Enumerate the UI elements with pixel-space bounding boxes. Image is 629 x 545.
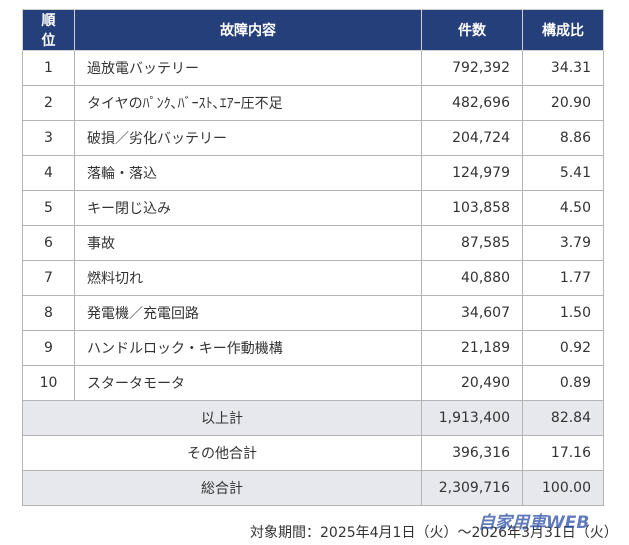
table-row: 1 過放電バッテリー 792,392 34.31: [22, 50, 604, 86]
total-row: 以上計 1,913,400 82.84: [22, 400, 604, 436]
content-cell: 発電機／充電回路: [74, 295, 422, 331]
ratio-cell: 1.50: [522, 295, 604, 331]
table-row: 4 落輪・落込 124,979 5.41: [22, 155, 604, 191]
total-label-cell: 総合計: [22, 470, 422, 506]
total-ratio-cell: 82.84: [522, 400, 604, 436]
ratio-cell: 4.50: [522, 190, 604, 226]
rank-cell: 5: [22, 190, 75, 226]
total-row: その他合計 396,316 17.16: [22, 435, 604, 471]
content-cell: 事故: [74, 225, 422, 261]
content-cell: 燃料切れ: [74, 260, 422, 296]
ratio-cell: 1.77: [522, 260, 604, 296]
period-note: 対象期間：2025年4月1日（火）～2026年3月31日（火）: [250, 525, 618, 541]
header-rank: 順位: [22, 9, 75, 51]
total-count-cell: 2,309,716: [421, 470, 523, 506]
count-cell: 21,189: [421, 330, 523, 366]
total-count-cell: 1,913,400: [421, 400, 523, 436]
header-ratio: 構成比: [522, 9, 604, 51]
content-cell: キー閉じ込み: [74, 190, 422, 226]
content-cell: タイヤのﾊﾟﾝｸ､ﾊﾞｰｽﾄ､ｴｱｰ圧不足: [74, 85, 422, 121]
count-cell: 40,880: [421, 260, 523, 296]
count-cell: 20,490: [421, 365, 523, 401]
ratio-cell: 3.79: [522, 225, 604, 261]
site-watermark: 自家用車WEB: [478, 513, 590, 533]
table-row: 10 スタータモータ 20,490 0.89: [22, 365, 604, 401]
content-cell: スタータモータ: [74, 365, 422, 401]
total-count-cell: 396,316: [421, 435, 523, 471]
content-cell: ハンドルロック・キー作動機構: [74, 330, 422, 366]
content-cell: 破損／劣化バッテリー: [74, 120, 422, 156]
table-header-row: 順位 故障内容 件数 構成比: [22, 9, 604, 51]
ratio-cell: 20.90: [522, 85, 604, 121]
count-cell: 34,607: [421, 295, 523, 331]
count-cell: 792,392: [421, 50, 523, 86]
count-cell: 87,585: [421, 225, 523, 261]
count-cell: 204,724: [421, 120, 523, 156]
rank-cell: 4: [22, 155, 75, 191]
count-cell: 482,696: [421, 85, 523, 121]
header-count: 件数: [421, 9, 523, 51]
rank-cell: 2: [22, 85, 75, 121]
rank-cell: 10: [22, 365, 75, 401]
table-row: 9 ハンドルロック・キー作動機構 21,189 0.92: [22, 330, 604, 366]
table-row: 5 キー閉じ込み 103,858 4.50: [22, 190, 604, 226]
table-row: 3 破損／劣化バッテリー 204,724 8.86: [22, 120, 604, 156]
total-row: 総合計 2,309,716 100.00: [22, 470, 604, 506]
table-row: 8 発電機／充電回路 34,607 1.50: [22, 295, 604, 331]
total-label-cell: その他合計: [22, 435, 422, 471]
count-cell: 103,858: [421, 190, 523, 226]
table-row: 6 事故 87,585 3.79: [22, 225, 604, 261]
ratio-cell: 8.86: [522, 120, 604, 156]
table-row: 2 タイヤのﾊﾟﾝｸ､ﾊﾞｰｽﾄ､ｴｱｰ圧不足 482,696 20.90: [22, 85, 604, 121]
ratio-cell: 5.41: [522, 155, 604, 191]
total-ratio-cell: 100.00: [522, 470, 604, 506]
table-body: 1 過放電バッテリー 792,392 34.31 2 タイヤのﾊﾟﾝｸ､ﾊﾞｰｽﾄ､ｴｱｰ…: [22, 50, 604, 506]
ranking-table: 順位 故障内容 件数 構成比 1 過放電バッテリー 792,392 34.31 2 タイヤ…: [22, 9, 604, 506]
count-cell: 124,979: [421, 155, 523, 191]
table-row: 7 燃料切れ 40,880 1.77: [22, 260, 604, 296]
total-ratio-cell: 17.16: [522, 435, 604, 471]
rank-cell: 7: [22, 260, 75, 296]
ratio-cell: 0.92: [522, 330, 604, 366]
content-cell: 落輪・落込: [74, 155, 422, 191]
rank-cell: 6: [22, 225, 75, 261]
ratio-cell: 0.89: [522, 365, 604, 401]
header-content: 故障内容: [74, 9, 422, 51]
rank-cell: 8: [22, 295, 75, 331]
rank-cell: 3: [22, 120, 75, 156]
content-cell: 過放電バッテリー: [74, 50, 422, 86]
ratio-cell: 34.31: [522, 50, 604, 86]
total-label-cell: 以上計: [22, 400, 422, 436]
rank-cell: 9: [22, 330, 75, 366]
rank-cell: 1: [22, 50, 75, 86]
